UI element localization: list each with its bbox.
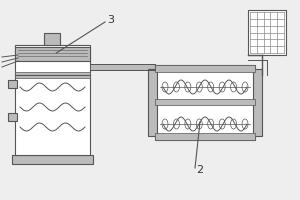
Bar bbox=[253, 69, 262, 136]
Bar bbox=[148, 69, 157, 136]
Bar bbox=[90, 64, 155, 70]
Bar bbox=[155, 65, 255, 140]
Bar bbox=[8, 79, 17, 88]
Bar bbox=[155, 133, 255, 140]
Text: 2: 2 bbox=[196, 165, 203, 175]
Bar bbox=[248, 10, 286, 55]
Bar bbox=[12, 155, 93, 164]
Bar bbox=[44, 33, 60, 45]
Bar bbox=[15, 47, 90, 61]
Text: 3: 3 bbox=[107, 15, 114, 25]
Bar bbox=[8, 112, 17, 120]
Bar bbox=[155, 99, 255, 105]
Bar bbox=[155, 65, 255, 72]
Bar bbox=[15, 45, 90, 155]
Bar bbox=[15, 72, 90, 78]
